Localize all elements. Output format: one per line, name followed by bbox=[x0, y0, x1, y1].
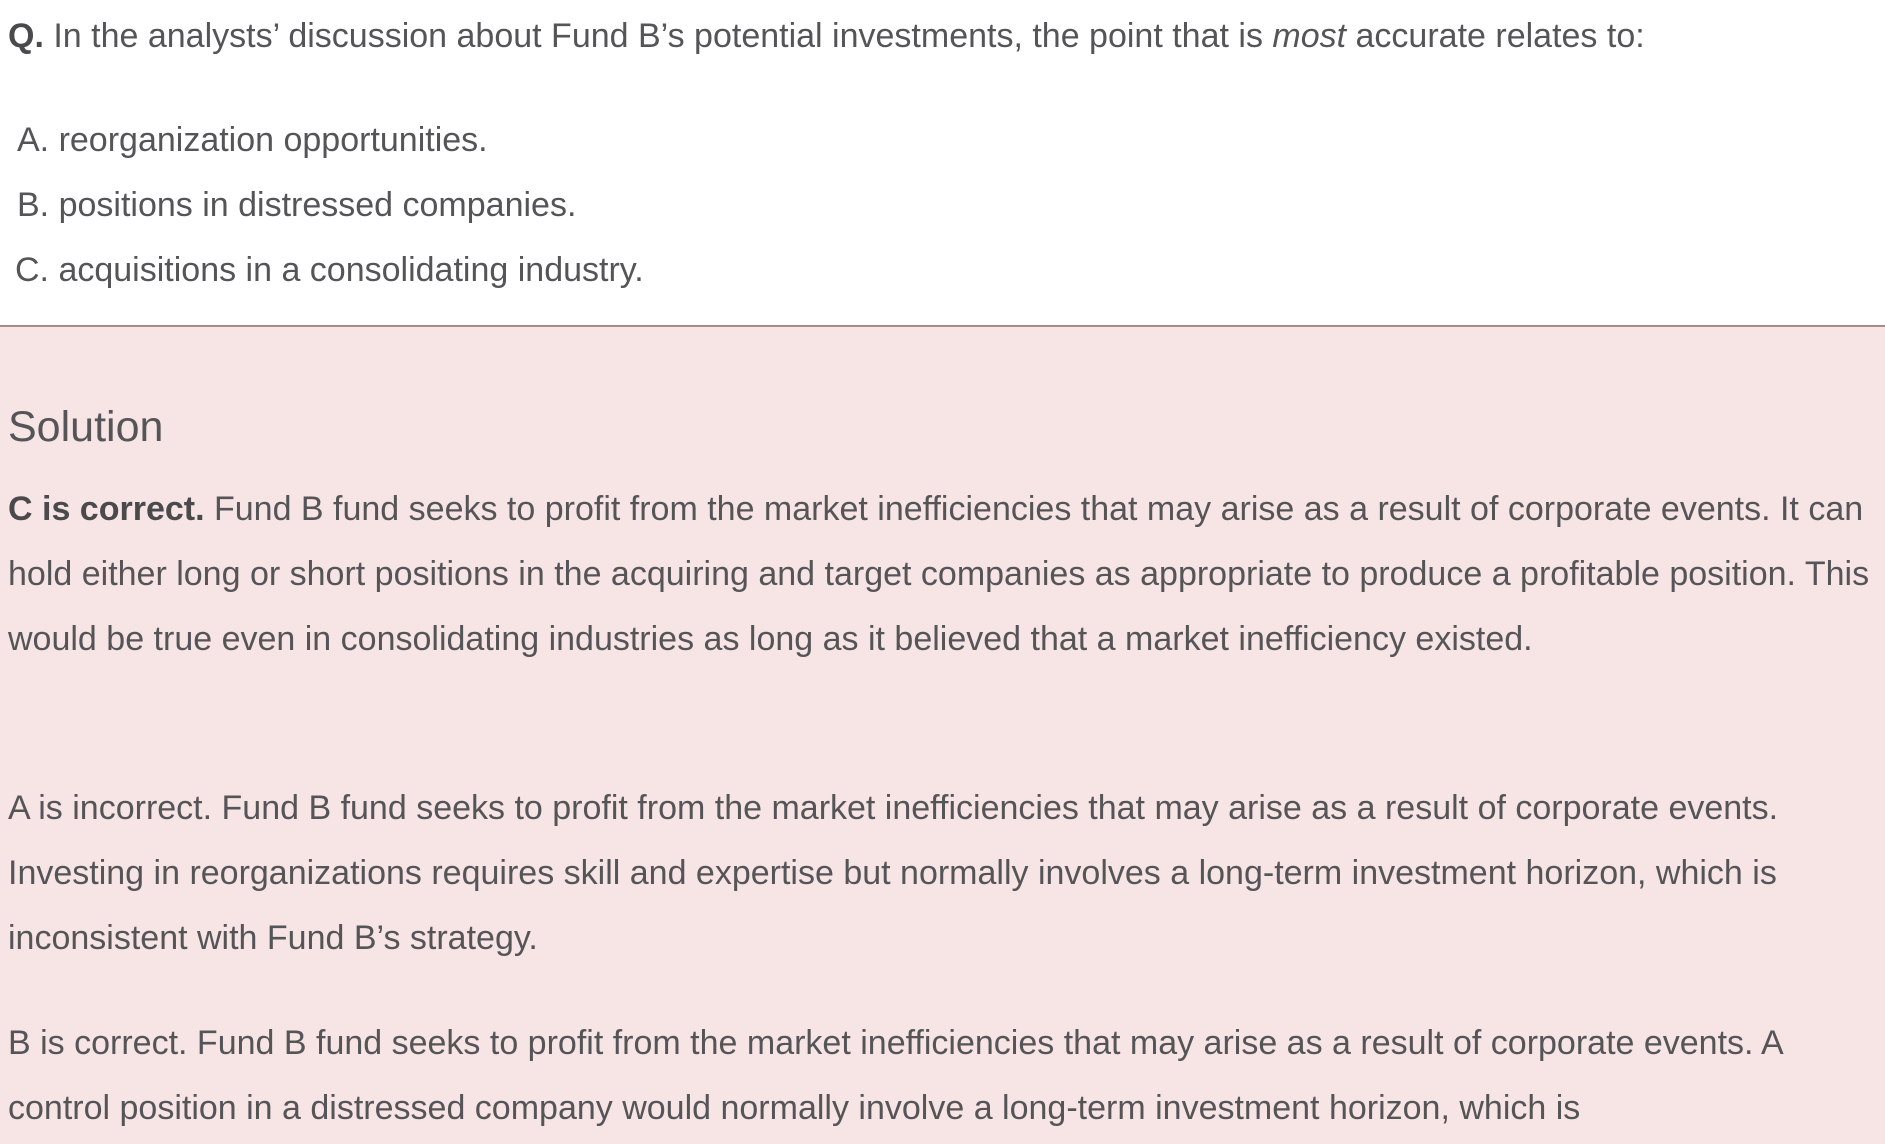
solution-paragraph-a: A is incorrect. Fund B fund seeks to pro… bbox=[8, 776, 1878, 971]
paragraph-text: B is correct. Fund B fund seeks to profi… bbox=[8, 1024, 1782, 1127]
solution-paragraph-c: C is correct. Fund B fund seeks to profi… bbox=[8, 477, 1878, 672]
divider bbox=[0, 325, 1885, 327]
option-text: acquisitions in a consolidating industry… bbox=[49, 251, 644, 289]
option-letter: C. bbox=[15, 251, 49, 289]
question: Q. In the analysts’ discussion about Fun… bbox=[8, 14, 1645, 58]
paragraph-text: A is incorrect. Fund B fund seeks to pro… bbox=[8, 789, 1779, 957]
option-a[interactable]: A. reorganization opportunities. bbox=[17, 118, 488, 162]
question-text-before: In the analysts’ discussion about Fund B… bbox=[43, 17, 1273, 55]
paragraph-text: Fund B fund seeks to profit from the mar… bbox=[8, 490, 1870, 658]
option-b[interactable]: B. positions in distressed companies. bbox=[17, 183, 576, 227]
question-emphasis: most bbox=[1272, 17, 1347, 55]
solution-panel: Solution C is correct. Fund B fund seeks… bbox=[0, 327, 1885, 1144]
option-letter: A. bbox=[17, 121, 50, 159]
solution-heading: Solution bbox=[8, 403, 164, 451]
option-letter: B. bbox=[17, 186, 50, 224]
paragraph-lead: C is correct. bbox=[8, 490, 205, 528]
option-text: positions in distressed companies. bbox=[49, 186, 577, 224]
option-text: reorganization opportunities. bbox=[49, 121, 488, 159]
question-label: Q. bbox=[8, 17, 44, 55]
question-text-after: accurate relates to: bbox=[1346, 17, 1645, 55]
option-c[interactable]: C. acquisitions in a consolidating indus… bbox=[15, 248, 644, 292]
solution-paragraph-b: B is correct. Fund B fund seeks to profi… bbox=[8, 1011, 1878, 1141]
